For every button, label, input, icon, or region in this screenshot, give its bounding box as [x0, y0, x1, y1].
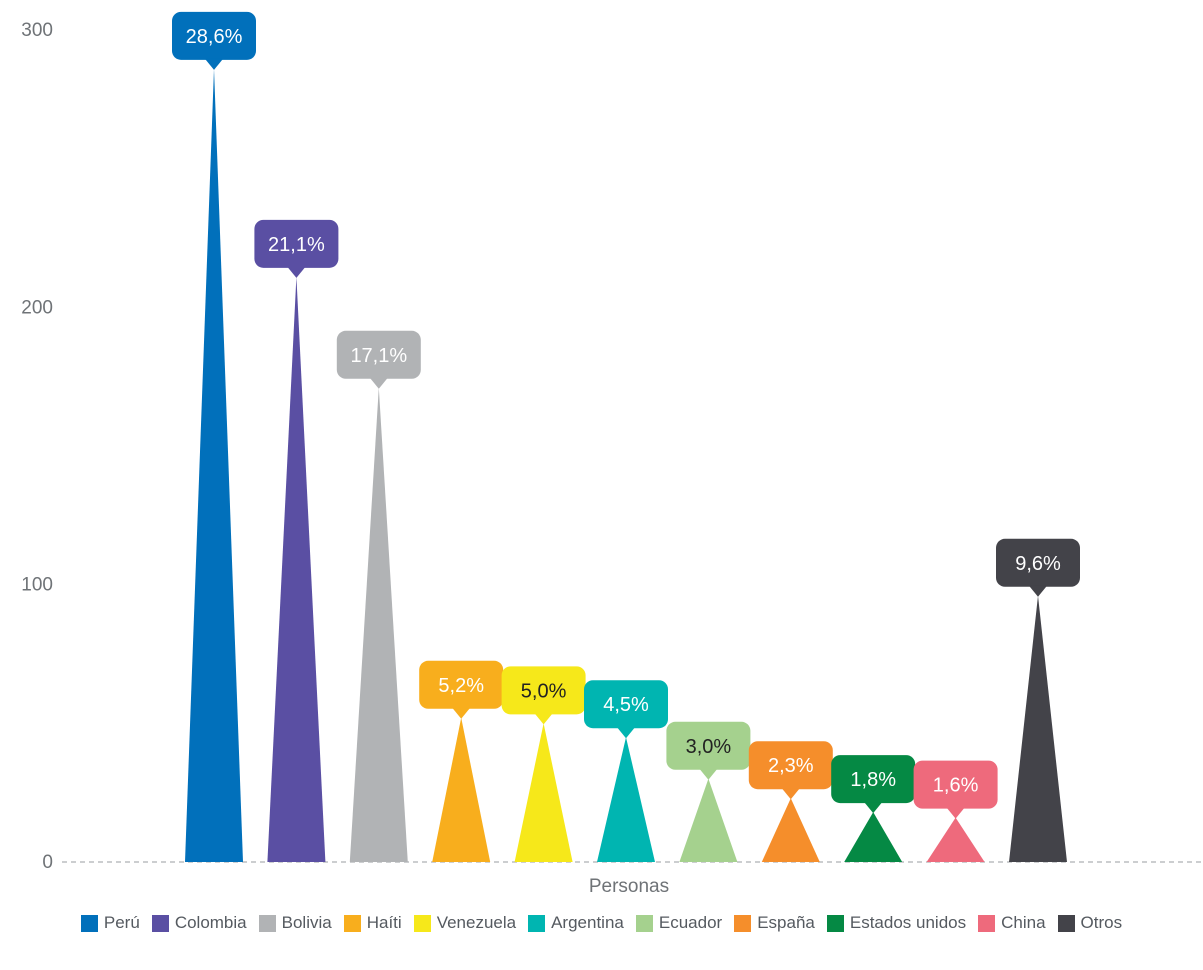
data-label-callout: 1,8%	[831, 755, 916, 814]
data-label-pointer	[699, 768, 718, 780]
legend-item[interactable]: Haíti	[343, 906, 402, 940]
data-label-callout: 21,1%	[254, 219, 339, 278]
legend-swatch	[343, 914, 361, 932]
data-label-callout: 3,0%	[666, 721, 751, 780]
legend-label: Estados unidos	[849, 913, 967, 932]
bar-china[interactable]	[926, 817, 985, 862]
data-label-pointer	[452, 707, 471, 719]
y-tick-label: 300	[21, 20, 53, 41]
legend-swatch	[80, 914, 98, 932]
data-label-box	[996, 538, 1080, 587]
legend-item[interactable]: Perú	[80, 906, 140, 940]
legend-item[interactable]: Ecuador	[635, 906, 723, 940]
data-label-box	[172, 11, 256, 60]
y-axis: 0 100 200 300	[21, 20, 53, 873]
data-label-text: 1,8%	[850, 769, 896, 791]
data-label-text: 28,6%	[186, 26, 243, 48]
data-label-pointer	[205, 58, 223, 70]
data-labels-group: 28,6% 21,1% 17,1% 5,2% 5,0% 4,5% 3,0% 2,3% 1,8% 1…	[172, 11, 1080, 819]
data-label-box	[419, 660, 504, 709]
legend-swatch	[826, 914, 844, 932]
data-label-text: 5,2%	[438, 675, 484, 697]
data-label-text: 3,0%	[686, 736, 732, 758]
bar-venezuela[interactable]	[514, 723, 573, 862]
data-label-pointer	[287, 266, 306, 278]
legend-item[interactable]: Bolivia	[258, 906, 332, 940]
y-tick-label: 200	[21, 297, 53, 318]
data-label-callout: 5,0%	[501, 666, 586, 725]
data-label-pointer	[781, 788, 800, 800]
legend-label: España	[757, 913, 815, 932]
data-label-callout: 4,5%	[584, 680, 668, 739]
legend-label: Otros	[1080, 913, 1123, 932]
legend-swatch	[635, 914, 653, 932]
data-label-text: 2,3%	[768, 755, 814, 777]
data-label-text: 5,0%	[521, 680, 567, 702]
legend-swatch	[258, 914, 276, 932]
data-label-pointer	[946, 807, 965, 819]
legend: Perú Colombia Bolivia Haíti Venezuela Argenti…	[0, 906, 1203, 944]
legend-label: Colombia	[174, 913, 247, 932]
legend-swatch	[528, 914, 546, 932]
legend-item[interactable]: Otros	[1057, 906, 1123, 940]
legend-label: Ecuador	[658, 913, 723, 932]
legend-item[interactable]: Argentina	[528, 906, 624, 940]
bar-otros[interactable]	[1009, 595, 1067, 862]
legend-label: Argentina	[551, 913, 624, 932]
bar-españa[interactable]	[761, 798, 820, 862]
y-tick-label: 100	[21, 575, 53, 596]
bar-perú[interactable]	[185, 68, 243, 863]
data-label-callout: 5,2%	[419, 660, 504, 719]
data-label-text: 1,6%	[933, 775, 979, 797]
legend-label: Bolivia	[281, 913, 332, 932]
legend-swatch	[978, 914, 996, 932]
data-label-box	[913, 760, 998, 809]
data-label-text: 9,6%	[1015, 553, 1061, 575]
data-label-box	[831, 755, 916, 804]
data-label-pointer	[534, 713, 553, 725]
data-label-text: 21,1%	[268, 234, 325, 256]
data-label-callout: 9,6%	[996, 538, 1080, 597]
data-label-box	[336, 330, 421, 379]
legend-swatch	[151, 914, 169, 932]
legend-item[interactable]: Estados unidos	[826, 906, 967, 940]
bar-estados-unidos[interactable]	[844, 812, 903, 862]
data-label-callout: 1,6%	[913, 760, 998, 819]
legend-label: Venezuela	[436, 913, 517, 932]
data-label-callout: 17,1%	[336, 330, 421, 389]
data-label-pointer	[617, 727, 635, 739]
y-tick-label: 0	[42, 852, 53, 873]
x-axis-title: Personas	[589, 876, 669, 897]
legend-item[interactable]: Venezuela	[413, 906, 517, 940]
data-label-box	[748, 741, 833, 790]
bars-group	[185, 68, 1067, 863]
data-label-box	[584, 680, 668, 729]
data-label-callout: 2,3%	[748, 741, 833, 800]
bar-haíti[interactable]	[432, 717, 491, 862]
data-label-box	[254, 219, 339, 268]
legend-label: China	[1001, 913, 1046, 932]
data-label-box	[501, 666, 586, 715]
bar-colombia[interactable]	[267, 276, 326, 862]
bar-ecuador[interactable]	[679, 778, 738, 862]
data-label-pointer	[1029, 585, 1047, 597]
legend-swatch	[1057, 914, 1075, 932]
data-label-box	[666, 721, 751, 770]
legend-item[interactable]: China	[978, 906, 1046, 940]
legend-item[interactable]: España	[734, 906, 815, 940]
bar-bolivia[interactable]	[349, 387, 408, 862]
legend-item[interactable]: Colombia	[151, 906, 247, 940]
data-label-pointer	[864, 802, 883, 814]
data-label-pointer	[369, 377, 388, 389]
bar-argentina[interactable]	[597, 737, 655, 862]
legend-label: Perú	[103, 913, 140, 932]
data-label-callout: 28,6%	[172, 11, 256, 70]
data-label-text: 17,1%	[350, 345, 407, 367]
legend-swatch	[413, 914, 431, 932]
legend-label: Haíti	[366, 913, 402, 932]
legend-swatch	[734, 914, 752, 932]
chart-plot: 0 100 200 300 28,6% 21,1% 17,1% 5,2% 5,0% 4,5% 3,…	[21, 11, 1203, 897]
data-label-text: 4,5%	[603, 694, 649, 716]
